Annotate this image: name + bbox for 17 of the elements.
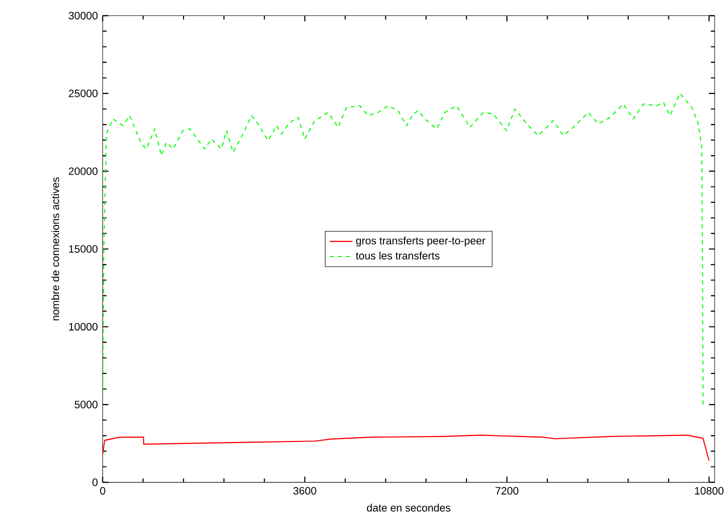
x-tick-label: 0 [100,487,106,495]
x-tick-label: 7200 [496,487,518,495]
legend-label: gros transferts peer-to-peer [356,236,486,247]
y-tick-label: 15000 [69,245,98,253]
y-axis-title: nombre de connexions actives [51,177,60,320]
x-tick-label: 10800 [695,487,724,495]
x-tick-label: 3600 [293,487,316,495]
line-series [102,92,704,406]
y-tick-label: 25000 [68,90,98,98]
y-tick-label: 10000 [69,322,98,331]
y-tick-label: 30000 [68,12,98,20]
x-axis-title: date en secondes [367,504,450,512]
y-tick-label: 5000 [74,400,98,408]
legend-label: tous les transferts [356,252,440,260]
y-tick-label: 0 [92,478,98,486]
y-tick-label: 20000 [68,167,98,175]
line-series [102,434,710,462]
